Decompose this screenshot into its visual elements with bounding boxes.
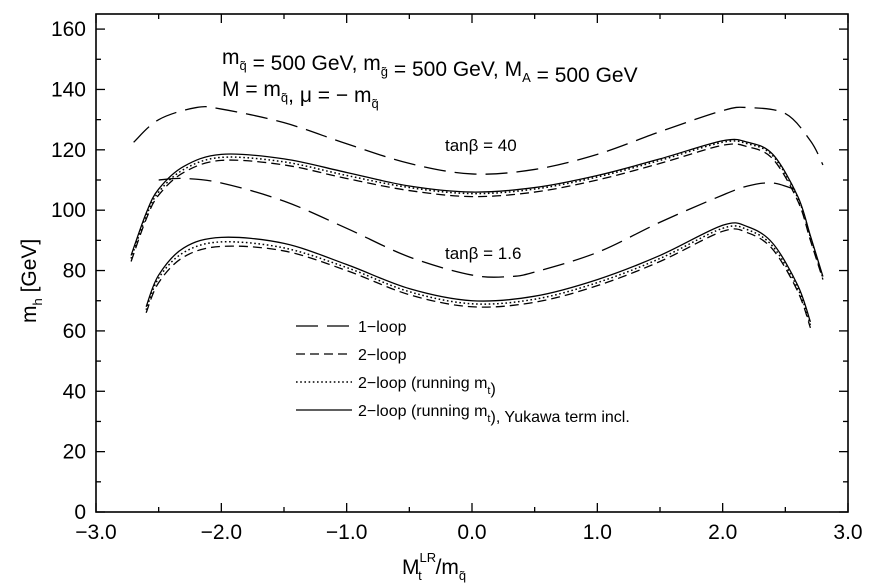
legend: 1−loop 2−loop 2−loop (running mt) 2−loop (r… (296, 319, 630, 426)
plot-border (95, 13, 849, 513)
series-line-long-dash-tanb40 (133, 105, 824, 175)
legend-item: 2−loop (running mt) (296, 375, 496, 398)
y-axis-label: mh [GeV] (18, 239, 45, 323)
annotation-tanb-1p6: tanβ = 1.6 (445, 244, 521, 263)
legend-label: 2−loop (358, 347, 407, 364)
x-tick-label: 3.0 (833, 521, 862, 544)
annotation-layer: mq̃ = 500 GeV, mg̃ = 500 GeV, MA = 500 G… (222, 46, 638, 263)
y-tick-label: 20 (63, 441, 86, 464)
x-tick-label: −2.0 (201, 521, 242, 544)
legend-item: 2−loop (296, 347, 407, 364)
y-tick-label: 160 (51, 18, 86, 41)
y-tick-label: 120 (51, 139, 86, 162)
tick-labels: −3.0 −2.0 −1.0 0.0 1.0 2.0 3.0 0 20 40 60 80 100 120 1… (51, 18, 863, 544)
annotation-tanb-40: tanβ = 40 (445, 136, 517, 155)
x-tick-label: 2.0 (708, 521, 737, 544)
legend-label: 2−loop (running mt), Yukawa term incl. (358, 403, 630, 426)
x-tick-label: −1.0 (326, 521, 367, 544)
legend-item: 2−loop (running mt), Yukawa term incl. (296, 403, 630, 426)
x-tick-label: 0.0 (457, 521, 486, 544)
series-line-solid-tanb1p6 (145, 222, 812, 323)
y-tick-label: 100 (51, 199, 86, 222)
series-layer (130, 105, 824, 329)
axis-labels: MLR t /mq̃ mh [GeV] (18, 239, 466, 583)
series-line-solid-tanb40 (130, 138, 824, 277)
series-line-dash-tanb1p6 (145, 228, 812, 329)
y-tick-label: 140 (51, 78, 86, 101)
series-line-dash-tanb40 (130, 143, 824, 280)
series-line-dot-tanb1p6 (145, 225, 812, 326)
x-axis-label: MLR t /mq̃ (402, 550, 466, 583)
header-line-2: M = mq̃, μ = − mq̃ (222, 78, 379, 111)
y-tick-label: 80 (63, 260, 86, 283)
x-tick-label: −3.0 (75, 521, 116, 544)
series-line-dot-tanb40 (130, 140, 824, 279)
plot-frame (95, 13, 849, 513)
x-tick-label: 1.0 (583, 521, 612, 544)
legend-label: 1−loop (358, 319, 407, 336)
y-tick-label: 60 (63, 320, 86, 343)
y-tick-label: 0 (74, 501, 86, 524)
legend-item: 1−loop (296, 319, 407, 336)
legend-label: 2−loop (running mt) (358, 375, 496, 398)
header-line-1: mq̃ = 500 GeV, mg̃ = 500 GeV, MA = 500 G… (222, 46, 638, 87)
axis-ticks (95, 14, 849, 513)
y-tick-label: 40 (63, 380, 86, 403)
